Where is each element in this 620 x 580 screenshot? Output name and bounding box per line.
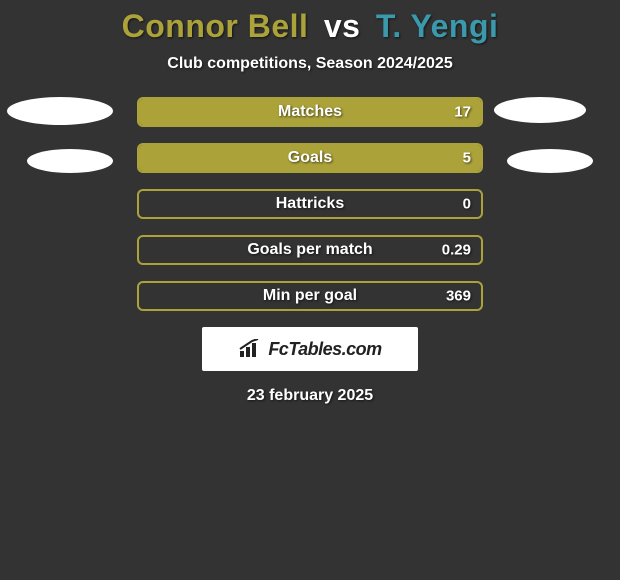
stat-label: Min per goal [139, 287, 481, 305]
left-ellipse-2 [27, 149, 113, 173]
stat-row-matches: Matches 17 [137, 97, 483, 127]
stat-value: 369 [446, 288, 471, 305]
stat-value: 0.29 [442, 242, 471, 259]
date-text: 23 february 2025 [0, 387, 620, 405]
right-ellipse-2 [507, 149, 593, 173]
stat-row-mpg: Min per goal 369 [137, 281, 483, 311]
stat-row-gpm: Goals per match 0.29 [137, 235, 483, 265]
left-ellipse-1 [7, 97, 113, 125]
logo-text: FcTables.com [268, 339, 381, 360]
stat-value: 5 [463, 150, 471, 167]
right-ellipse-1 [494, 97, 586, 123]
player2-name: T. Yengi [376, 8, 499, 44]
stat-label: Hattricks [139, 195, 481, 213]
bar-chart-icon [238, 339, 264, 359]
stat-value: 0 [463, 196, 471, 213]
player1-name: Connor Bell [122, 8, 309, 44]
stat-row-hattricks: Hattricks 0 [137, 189, 483, 219]
stat-label: Goals per match [139, 241, 481, 259]
logo-content: FcTables.com [238, 339, 381, 360]
vs-label: vs [324, 8, 361, 44]
comparison-title: Connor Bell vs T. Yengi [0, 0, 620, 45]
source-logo[interactable]: FcTables.com [202, 327, 418, 371]
stat-label: Matches [139, 103, 481, 121]
stat-value: 17 [454, 104, 471, 121]
stats-area: Matches 17 Goals 5 Hattricks 0 Goals per… [0, 97, 620, 405]
subtitle: Club competitions, Season 2024/2025 [0, 55, 620, 73]
stat-label: Goals [139, 149, 481, 167]
stat-row-goals: Goals 5 [137, 143, 483, 173]
